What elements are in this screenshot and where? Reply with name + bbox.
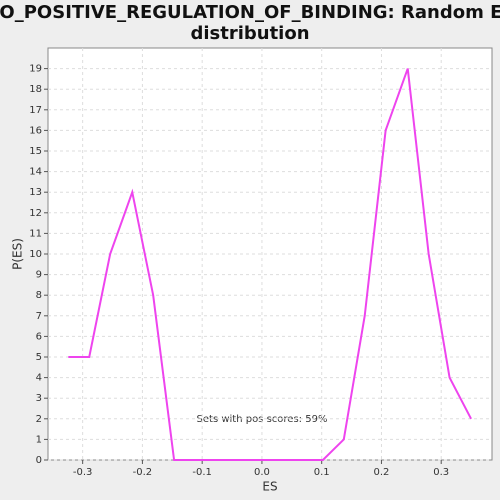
y-tick-label: 16 <box>29 125 42 136</box>
x-tick-label: 0.0 <box>254 467 270 478</box>
x-tick-label: 0.2 <box>373 467 389 478</box>
x-tick-label: -0.3 <box>73 467 93 478</box>
y-tick-label: 6 <box>36 331 42 342</box>
chart-title: GO_POSITIVE_REGULATION_OF_BINDING: Rando… <box>0 2 500 23</box>
y-tick-label: 9 <box>36 270 42 281</box>
y-tick-label: 19 <box>29 64 42 75</box>
annotation: Sets with pos scores: 59% <box>197 414 328 425</box>
y-tick-label: 1 <box>36 434 42 445</box>
y-axis-label: P(ES) <box>11 238 25 270</box>
y-tick-label: 3 <box>36 393 42 404</box>
y-tick-label: 11 <box>29 228 42 239</box>
y-tick-label: 0 <box>36 455 42 466</box>
y-tick-label: 5 <box>36 352 42 363</box>
chart-title: distribution <box>190 23 309 44</box>
y-tick-label: 17 <box>29 105 42 116</box>
y-tick-label: 2 <box>36 414 42 425</box>
y-tick-label: 13 <box>29 187 42 198</box>
x-axis-label: ES <box>262 480 277 494</box>
data-line <box>68 68 472 461</box>
x-tick-label: -0.1 <box>192 467 212 478</box>
x-tick-label: 0.1 <box>314 467 330 478</box>
x-tick-label: 0.3 <box>433 467 449 478</box>
y-tick-label: 7 <box>36 311 42 322</box>
y-tick-label: 14 <box>29 167 42 178</box>
y-tick-label: 8 <box>36 290 42 301</box>
y-tick-label: 18 <box>29 84 42 95</box>
y-tick-label: 4 <box>36 373 42 384</box>
y-tick-label: 15 <box>29 146 42 157</box>
y-tick-label: 10 <box>29 249 42 260</box>
x-tick-label: -0.2 <box>133 467 153 478</box>
y-tick-label: 12 <box>29 208 42 219</box>
